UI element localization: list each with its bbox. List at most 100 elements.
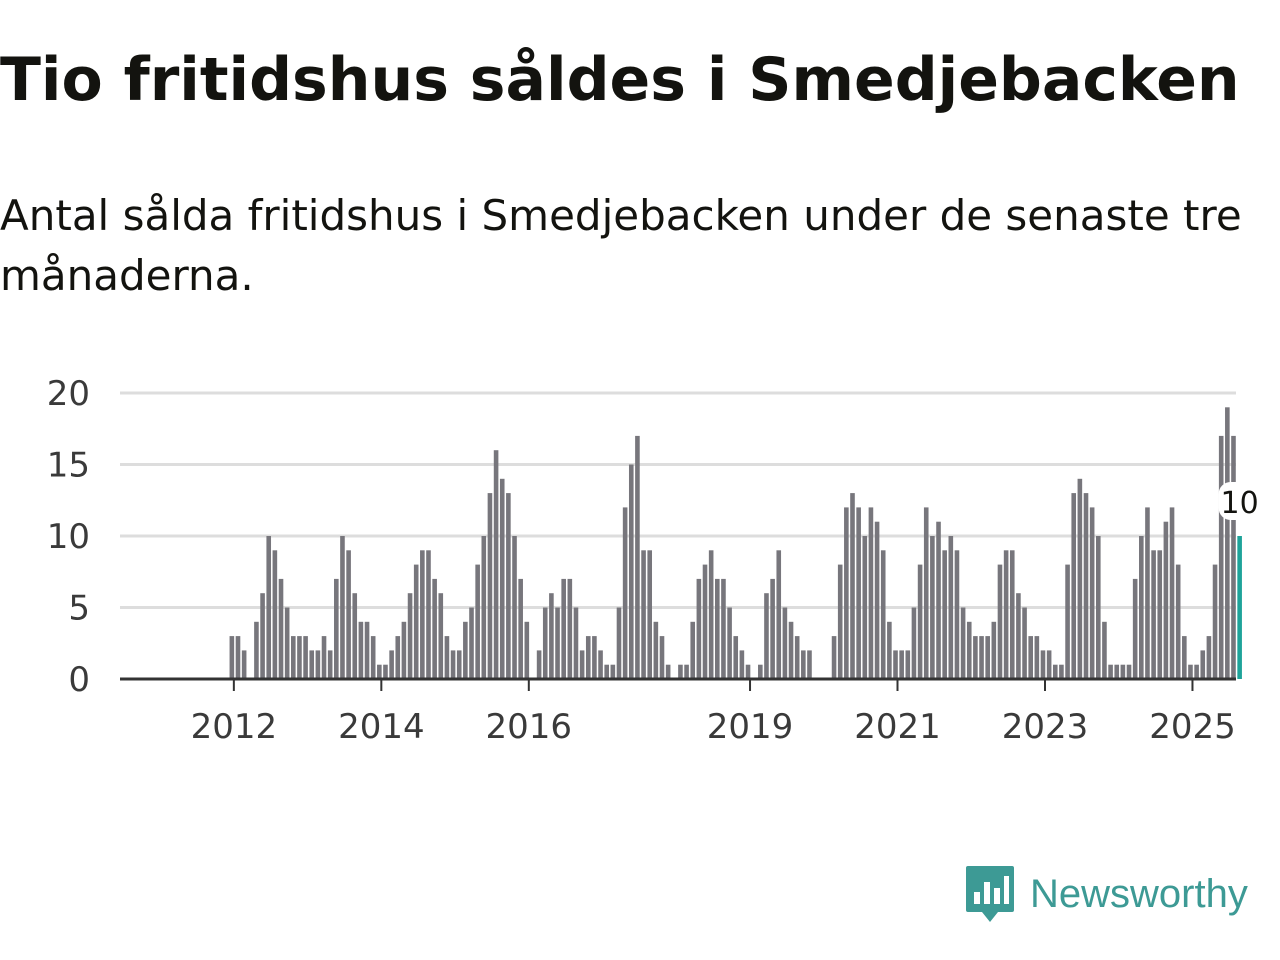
bar — [807, 650, 812, 679]
bar — [407, 593, 413, 679]
bar — [1212, 564, 1218, 679]
bar — [1169, 507, 1175, 679]
brand-name: Newsworthy — [1030, 871, 1248, 916]
bar — [844, 507, 849, 679]
bar — [764, 593, 769, 679]
bar — [542, 607, 548, 679]
bar — [1089, 507, 1095, 679]
bar — [1120, 664, 1126, 679]
bar — [715, 578, 720, 679]
bar — [930, 536, 935, 679]
bar — [364, 621, 370, 679]
bar — [383, 664, 388, 679]
bar — [321, 636, 327, 679]
bar — [1028, 636, 1033, 679]
bar — [1175, 564, 1181, 679]
bars — [229, 407, 1242, 679]
bar — [1200, 650, 1206, 679]
bar — [346, 550, 351, 679]
bar — [555, 607, 560, 679]
bar — [487, 493, 493, 679]
bar — [917, 564, 923, 679]
bar — [647, 550, 653, 679]
y-tick-label: 15 — [47, 446, 90, 486]
bar — [1052, 664, 1058, 679]
annotations: 10 — [1218, 482, 1261, 521]
bar — [966, 621, 972, 679]
bar — [229, 636, 235, 679]
bar — [352, 593, 358, 679]
bar — [1059, 664, 1064, 679]
bar — [801, 650, 806, 679]
bar — [985, 636, 990, 679]
bar — [1182, 636, 1187, 679]
bar — [665, 664, 671, 679]
bar — [463, 621, 468, 679]
bar — [1231, 435, 1236, 679]
bar — [438, 593, 444, 679]
data-label-halo — [1218, 482, 1261, 520]
bar — [401, 621, 407, 679]
bar — [960, 607, 966, 679]
x-axis: 2012 2014 2016 2019 2021 2023 2025 — [120, 677, 1236, 747]
bar — [604, 664, 609, 679]
x-tick-label: 2023 — [1002, 707, 1089, 747]
bar — [340, 536, 345, 679]
y-tick-label: 10 — [47, 517, 90, 557]
bar — [420, 550, 425, 679]
bar — [831, 636, 837, 679]
bar — [1225, 407, 1230, 679]
y-tick-label: 0 — [68, 660, 90, 700]
bar — [690, 621, 696, 679]
bar — [1218, 435, 1224, 679]
bar — [770, 578, 775, 679]
bar — [1157, 550, 1163, 679]
bar — [622, 507, 628, 679]
bar — [235, 636, 241, 679]
bar — [850, 493, 855, 679]
bar — [303, 636, 308, 679]
bar — [874, 521, 880, 679]
bar — [1145, 507, 1150, 679]
bar — [1071, 493, 1077, 679]
bar — [1040, 650, 1046, 679]
bar — [506, 493, 511, 679]
bar — [573, 607, 579, 679]
bar — [493, 450, 499, 679]
bar — [284, 607, 290, 679]
bar — [1083, 493, 1089, 679]
bar — [733, 636, 739, 679]
bar — [536, 650, 542, 679]
bar — [1009, 550, 1015, 679]
bar — [696, 578, 702, 679]
bar — [291, 636, 296, 679]
bar — [499, 478, 505, 679]
bar — [450, 650, 456, 679]
bar — [678, 664, 683, 679]
brand-logo: Newsworthy — [964, 864, 1248, 924]
bar — [481, 536, 487, 679]
bar — [1108, 664, 1113, 679]
bar — [524, 621, 530, 679]
bar — [758, 664, 763, 679]
bar — [1188, 664, 1193, 679]
bar — [1206, 636, 1212, 679]
bar — [979, 636, 984, 679]
bar — [426, 550, 431, 679]
bar — [1194, 664, 1199, 679]
page-title: Tio fritidshus såldes i Smedjebacken — [0, 45, 1240, 115]
y-tick-label: 5 — [68, 589, 90, 629]
bar — [389, 650, 394, 679]
bar — [1003, 550, 1009, 679]
bar — [1114, 664, 1120, 679]
bar — [997, 564, 1003, 679]
bar-chart: 0 5 10 15 20 2012 2014 2016 2019 2021 2023 2025 10 — [47, 374, 1261, 747]
bar-highlight — [1237, 536, 1242, 679]
bar — [628, 464, 634, 679]
x-tick-label: 2019 — [707, 707, 794, 747]
bar — [1022, 607, 1027, 679]
y-axis-ticks: 0 5 10 15 20 — [47, 374, 90, 700]
bar — [862, 536, 868, 679]
bar — [1046, 650, 1052, 679]
bar — [266, 536, 272, 679]
